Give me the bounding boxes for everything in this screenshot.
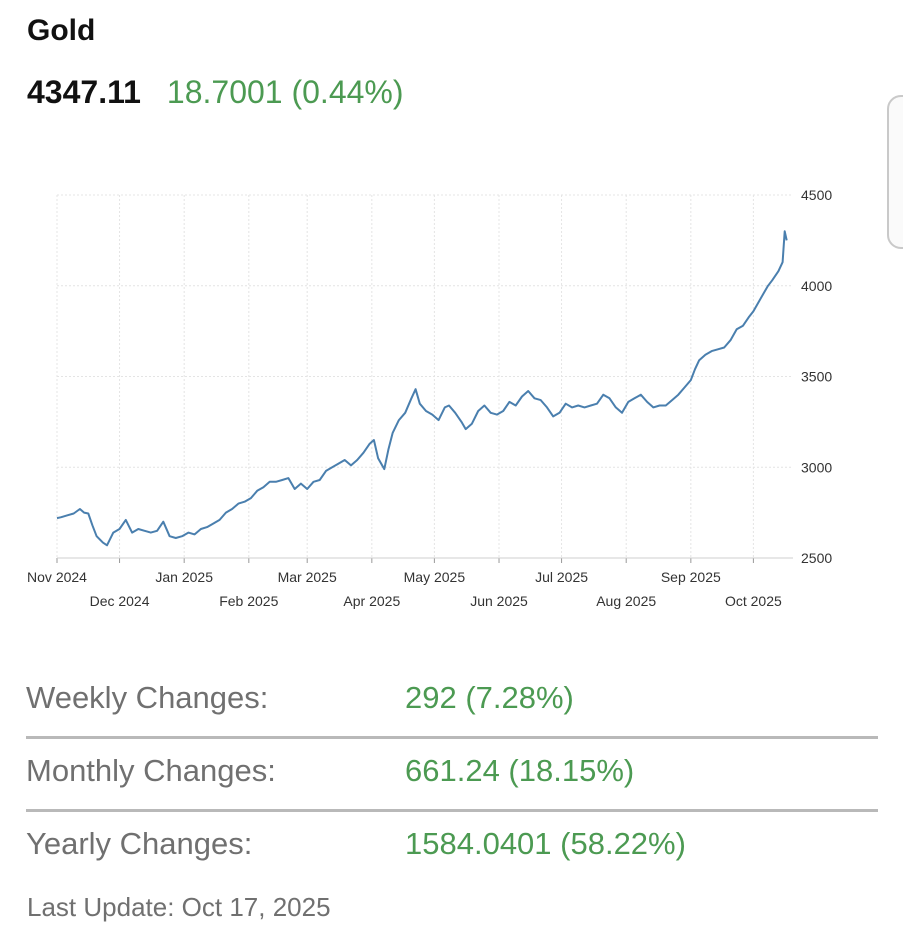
x-tick-label: May 2025	[404, 569, 466, 585]
x-tick-label: Mar 2025	[278, 569, 337, 585]
x-tick-label: Jun 2025	[470, 593, 528, 609]
weekly-changes-row: Weekly Changes: 292 (7.28%)	[26, 666, 878, 736]
x-tick-label: Jan 2025	[155, 569, 213, 585]
x-tick-label: Apr 2025	[343, 593, 400, 609]
current-price: 4347.11	[27, 74, 141, 110]
yearly-changes-label: Yearly Changes:	[26, 826, 253, 861]
weekly-changes-value: 292 (7.28%)	[405, 680, 574, 715]
y-tick-label: 4000	[801, 278, 832, 294]
x-tick-label: Feb 2025	[219, 593, 278, 609]
monthly-changes-label: Monthly Changes:	[26, 753, 276, 788]
asset-title: Gold	[27, 14, 96, 47]
y-tick-label: 3500	[801, 369, 832, 385]
x-tick-label: Sep 2025	[661, 569, 721, 585]
price-row: 4347.11 18.7001 (0.44%)	[27, 74, 404, 111]
weekly-changes-label: Weekly Changes:	[26, 680, 269, 715]
y-tick-label: 4500	[801, 187, 832, 203]
x-tick-label: Dec 2024	[90, 593, 150, 609]
x-tick-label: Aug 2025	[596, 593, 656, 609]
price-change: 18.7001 (0.44%)	[166, 74, 404, 110]
x-tick-label: Jul 2025	[535, 569, 588, 585]
gold-price-line	[56, 230, 788, 547]
x-tick-label: Nov 2024	[27, 569, 87, 585]
yearly-changes-row: Yearly Changes: 1584.0401 (58.22%)	[26, 809, 878, 882]
yearly-changes-value: 1584.0401 (58.22%)	[405, 826, 686, 861]
monthly-changes-value: 661.24 (18.15%)	[405, 753, 635, 788]
last-update: Last Update: Oct 17, 2025	[27, 892, 331, 922]
changes-table: Weekly Changes: 292 (7.28%) Monthly Chan…	[26, 666, 878, 882]
side-tab-handle[interactable]	[887, 95, 903, 249]
y-tick-label: 2500	[801, 550, 832, 566]
monthly-changes-row: Monthly Changes: 661.24 (18.15%)	[26, 736, 878, 809]
x-tick-label: Oct 2025	[725, 593, 782, 609]
y-tick-label: 3000	[801, 459, 832, 475]
